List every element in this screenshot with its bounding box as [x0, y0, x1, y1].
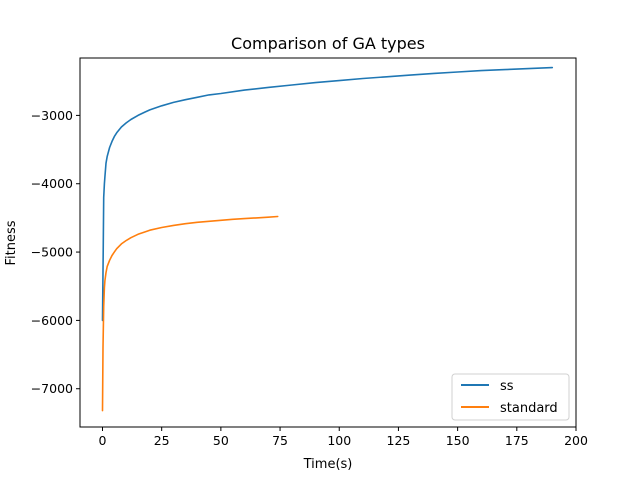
y-tick-label: −5000 — [31, 245, 73, 260]
x-tick-label: 50 — [213, 433, 229, 448]
x-tick-label: 150 — [446, 433, 470, 448]
x-tick-label: 200 — [564, 433, 588, 448]
legend: ss standard — [451, 373, 570, 421]
x-tick-label: 100 — [327, 433, 351, 448]
series-layer — [101, 66, 554, 412]
y-axis: −7000 −6000 −5000 −4000 −3000 — [31, 108, 80, 396]
x-axis: 0 25 50 75 100 125 150 175 200 — [99, 427, 588, 448]
legend-label-ss: ss — [500, 379, 514, 394]
series-line-standard — [101, 215, 279, 412]
y-tick-label: −7000 — [31, 381, 73, 396]
x-axis-label: Time(s) — [303, 457, 353, 472]
y-tick-label: −6000 — [31, 313, 73, 328]
plot-frame — [79, 57, 577, 428]
y-axis-label: Fitness — [4, 220, 19, 265]
x-tick-label: 0 — [99, 433, 107, 448]
legend-label-standard: standard — [500, 401, 558, 416]
x-tick-label: 175 — [505, 433, 529, 448]
series-line-ss — [101, 66, 554, 322]
y-tick-label: −4000 — [31, 176, 73, 191]
x-tick-label: 25 — [154, 433, 170, 448]
y-tick-label: −3000 — [31, 108, 73, 123]
chart-title: Comparison of GA types — [231, 34, 425, 53]
x-tick-label: 75 — [272, 433, 288, 448]
x-tick-label: 125 — [387, 433, 411, 448]
